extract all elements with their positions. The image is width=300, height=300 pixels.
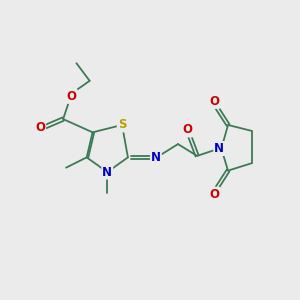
Text: N: N — [214, 142, 224, 155]
Text: S: S — [118, 118, 126, 131]
Text: O: O — [182, 124, 192, 136]
Text: N: N — [102, 166, 112, 178]
Text: O: O — [209, 188, 219, 201]
Text: O: O — [35, 122, 45, 134]
Text: N: N — [151, 151, 161, 164]
Text: O: O — [209, 95, 219, 108]
Text: O: O — [67, 90, 77, 103]
